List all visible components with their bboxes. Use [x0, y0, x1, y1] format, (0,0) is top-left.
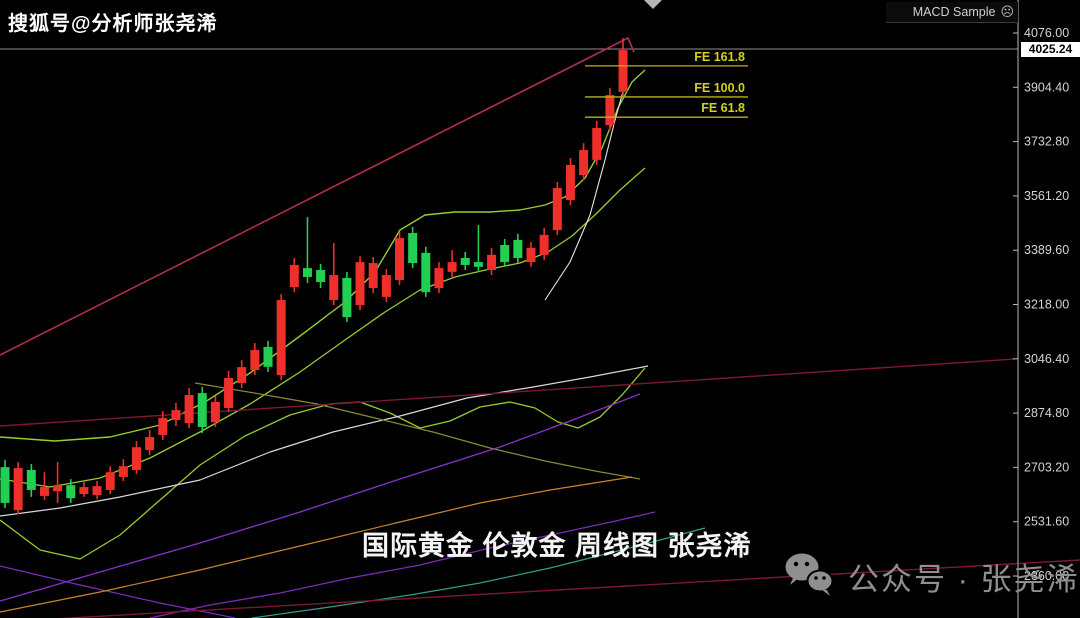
ma-white-long	[0, 365, 649, 517]
trendline-ascending-steep	[0, 37, 635, 356]
candle	[132, 447, 141, 470]
axis-label: 3732.80	[1024, 135, 1069, 149]
candle	[197, 393, 207, 427]
candle	[513, 239, 523, 258]
candle	[263, 346, 273, 367]
candle	[500, 245, 510, 263]
candle	[53, 485, 63, 492]
candle	[0, 467, 10, 503]
candle	[26, 469, 36, 490]
candle	[618, 50, 628, 92]
candle	[565, 164, 575, 201]
candle	[329, 275, 339, 301]
trendline-bottom	[57, 559, 1080, 618]
candle	[39, 487, 49, 496]
candle	[421, 252, 431, 293]
axis-label: 2360.00	[1024, 569, 1069, 583]
candle	[105, 472, 115, 490]
candle	[539, 234, 549, 255]
candle	[158, 418, 168, 435]
candle	[447, 262, 457, 272]
axis-label: 3218.00	[1024, 297, 1069, 311]
candle	[605, 95, 615, 126]
candle	[250, 350, 260, 370]
watermark-title: 国际黄金 伦敦金 周线图 张尧浠	[362, 531, 752, 561]
candle	[473, 262, 483, 267]
candle	[381, 275, 391, 297]
bollinger-middle	[0, 167, 646, 488]
candle	[355, 262, 365, 306]
axis-label: 2874.80	[1024, 406, 1069, 420]
candle	[552, 188, 562, 231]
candle	[224, 377, 234, 408]
fib-label: FE 100.0	[694, 81, 745, 95]
scroll-marker-icon[interactable]	[644, 0, 662, 9]
bollinger-upper	[0, 69, 646, 442]
candle	[302, 268, 312, 277]
candle	[145, 437, 155, 451]
axis-label: 3904.40	[1024, 80, 1069, 94]
candle	[237, 367, 247, 383]
fib-label: FE 161.8	[694, 50, 745, 64]
axis-label: 3389.60	[1024, 243, 1069, 257]
ma-teal	[251, 527, 706, 618]
sad-face-icon: ☹	[1000, 4, 1014, 19]
axis-label: 3561.20	[1024, 189, 1069, 203]
ma-white-fast	[544, 87, 625, 301]
watermark-wechat: 公众号 · 张尧浠	[784, 552, 1080, 600]
fib-label: FE 61.8	[701, 101, 745, 115]
candle	[434, 268, 444, 289]
candle	[395, 238, 404, 281]
candle	[342, 277, 352, 318]
candle	[66, 485, 76, 499]
candle	[487, 254, 497, 271]
trendline-ascending-shallow	[0, 358, 1016, 427]
wechat-icon	[785, 553, 834, 596]
candle	[289, 264, 299, 288]
candle	[118, 466, 128, 477]
candle	[210, 401, 220, 423]
candle	[79, 487, 89, 495]
candle	[526, 247, 536, 263]
ma-orange	[0, 476, 633, 613]
ma-violet-1	[0, 393, 641, 602]
candle	[92, 486, 102, 495]
ea-label-text: MACD Sample	[912, 5, 996, 19]
candle	[579, 150, 589, 176]
ma-olive-descending	[194, 382, 641, 480]
candle	[316, 270, 326, 283]
axis-label: 2703.20	[1024, 460, 1069, 474]
bollinger-lower	[0, 367, 646, 560]
current-price-tag: 4025.24	[1021, 42, 1080, 57]
watermark-sohu: 搜狐号@分析师张尧浠	[8, 13, 218, 35]
candle	[171, 410, 181, 420]
axis-label: 3046.40	[1024, 352, 1069, 366]
candle	[13, 468, 23, 511]
candle	[408, 232, 418, 264]
candle	[460, 257, 470, 265]
axis-label: 2531.60	[1024, 515, 1069, 529]
candle	[368, 263, 378, 289]
ma-violet-2	[149, 511, 656, 618]
candle	[184, 394, 194, 424]
axis-label: 4076.00	[1024, 26, 1069, 40]
candle	[592, 127, 602, 160]
ea-label: MACD Sample ☹	[886, 2, 1018, 23]
wechat-watermark-text: 公众号 · 张尧浠	[848, 561, 1080, 597]
candle	[276, 300, 286, 376]
